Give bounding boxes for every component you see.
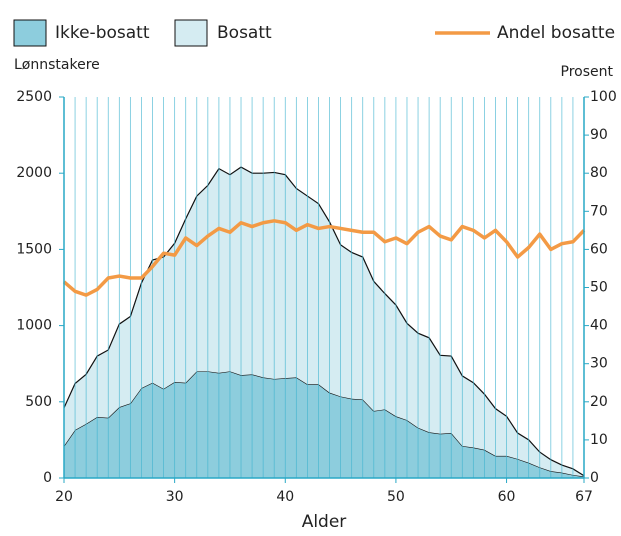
legend-swatch xyxy=(13,19,47,47)
y-tick-label: 1000 xyxy=(16,318,52,334)
y-tick-label: 1500 xyxy=(16,241,52,257)
legend-label: Ikke-bosatt xyxy=(55,23,150,43)
y2-tick-label: 50 xyxy=(590,280,608,296)
legend-label: Andel bosatte xyxy=(497,23,615,43)
x-tick-label: 20 xyxy=(55,489,73,505)
y2-tick-label: 90 xyxy=(590,127,608,143)
x-axis-title: Alder xyxy=(302,512,347,532)
y2-axis-title: Prosent xyxy=(561,64,614,80)
x-tick-label: 50 xyxy=(387,489,405,505)
y2-tick-label: 80 xyxy=(590,165,608,181)
y2-tick-label: 60 xyxy=(590,241,608,257)
y2-tick-label: 40 xyxy=(590,318,608,334)
y2-tick-label: 70 xyxy=(590,203,608,219)
y2-tick-label: 20 xyxy=(590,394,608,410)
line xyxy=(62,219,586,297)
x-tick-label: 60 xyxy=(498,489,516,505)
y2-tick-label: 10 xyxy=(590,432,608,448)
y-tick-label: 0 xyxy=(43,470,52,486)
y2-tick-label: 0 xyxy=(590,470,599,486)
x-tick-label: 40 xyxy=(276,489,294,505)
y-axis-title: Lønnstakere xyxy=(14,57,100,73)
legend-swatch xyxy=(174,19,208,47)
y-tick-label: 2000 xyxy=(16,165,52,181)
x-tick-label: 67 xyxy=(575,489,593,505)
legend-label: Bosatt xyxy=(217,23,272,43)
y2-tick-label: 30 xyxy=(590,356,608,372)
area-outline xyxy=(63,166,585,477)
y-tick-label: 2500 xyxy=(16,89,52,105)
x-tick-label: 30 xyxy=(166,489,184,505)
area xyxy=(64,371,584,478)
y2-tick-label: 100 xyxy=(590,89,617,105)
y-tick-label: 500 xyxy=(25,394,52,410)
